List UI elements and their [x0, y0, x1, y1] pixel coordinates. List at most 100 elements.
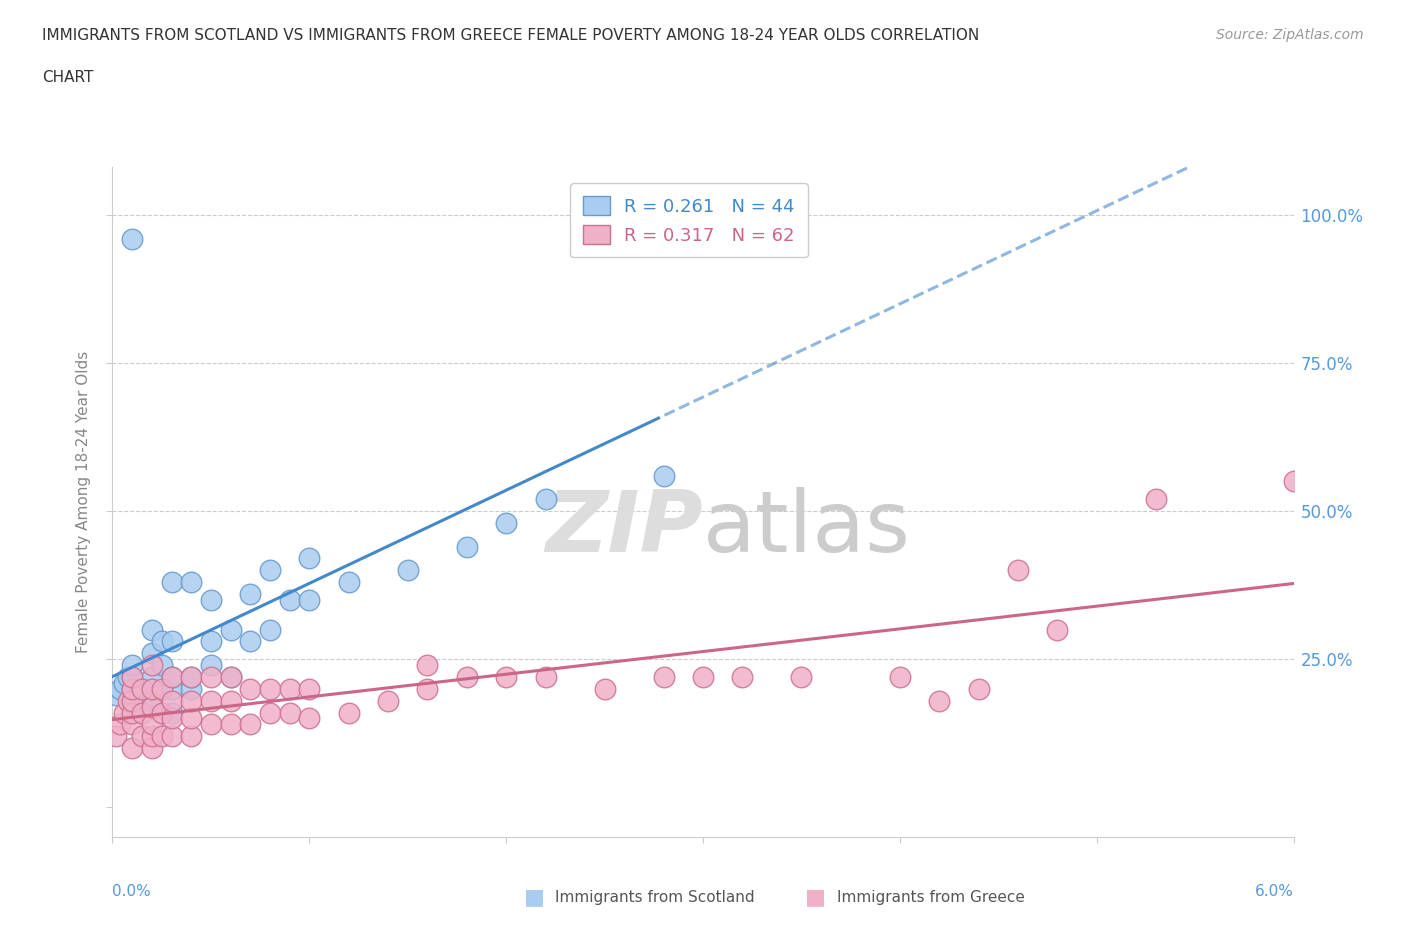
Point	[131, 693, 153, 708]
Point	[180, 693, 202, 708]
Point	[117, 670, 139, 684]
Point	[180, 729, 202, 744]
Point	[200, 658, 222, 672]
Point	[160, 711, 183, 726]
Point	[534, 492, 557, 507]
Point	[416, 682, 439, 697]
Point	[200, 592, 222, 607]
Point	[1144, 492, 1167, 507]
Point	[160, 634, 183, 649]
Point	[131, 705, 153, 720]
Point	[200, 634, 222, 649]
Point	[110, 717, 132, 732]
Point	[121, 670, 143, 684]
Point	[200, 693, 222, 708]
Point	[534, 670, 557, 684]
Point	[141, 670, 163, 684]
Point	[298, 592, 321, 607]
Point	[160, 670, 183, 684]
Point	[160, 705, 183, 720]
Point	[160, 575, 183, 590]
Text: ZIP: ZIP	[546, 487, 703, 570]
Point	[456, 539, 478, 554]
Point	[259, 563, 281, 578]
Point	[219, 693, 242, 708]
Point	[160, 729, 183, 744]
Point	[456, 670, 478, 684]
Point	[105, 687, 128, 702]
Point	[298, 711, 321, 726]
Point	[180, 575, 202, 590]
Point	[141, 622, 163, 637]
Point	[131, 729, 153, 744]
Text: CHART: CHART	[42, 70, 94, 85]
Point	[219, 670, 242, 684]
Point	[495, 670, 517, 684]
Text: Immigrants from Greece: Immigrants from Greece	[837, 890, 1025, 905]
Point	[150, 729, 173, 744]
Point	[121, 705, 143, 720]
Point	[150, 634, 173, 649]
Point	[150, 658, 173, 672]
Point	[121, 699, 143, 714]
Point	[141, 658, 163, 672]
Point	[278, 705, 301, 720]
Text: 0.0%: 0.0%	[112, 884, 152, 899]
Point	[337, 705, 360, 720]
Point	[141, 682, 163, 697]
Legend: R = 0.261   N = 44, R = 0.317   N = 62: R = 0.261 N = 44, R = 0.317 N = 62	[571, 183, 807, 258]
Text: 6.0%: 6.0%	[1254, 884, 1294, 899]
Point	[731, 670, 754, 684]
Point	[259, 705, 281, 720]
Point	[141, 740, 163, 755]
Point	[239, 717, 262, 732]
Point	[180, 670, 202, 684]
Point	[652, 231, 675, 246]
Point	[1282, 474, 1305, 489]
Point	[121, 231, 143, 246]
Point	[121, 670, 143, 684]
Point	[105, 729, 128, 744]
Point	[121, 658, 143, 672]
Text: ■: ■	[524, 887, 544, 908]
Point	[121, 682, 143, 697]
Point	[180, 670, 202, 684]
Point	[112, 705, 135, 720]
Text: Immigrants from Scotland: Immigrants from Scotland	[555, 890, 755, 905]
Point	[790, 670, 813, 684]
Y-axis label: Female Poverty Among 18-24 Year Olds: Female Poverty Among 18-24 Year Olds	[76, 352, 91, 654]
Point	[1007, 563, 1029, 578]
Point	[495, 515, 517, 530]
Point	[117, 693, 139, 708]
Point	[278, 592, 301, 607]
Point	[337, 575, 360, 590]
Point	[141, 693, 163, 708]
Point	[200, 670, 222, 684]
Point	[377, 693, 399, 708]
Point	[593, 682, 616, 697]
Point	[692, 670, 714, 684]
Point	[928, 693, 950, 708]
Point	[160, 670, 183, 684]
Point	[121, 693, 143, 708]
Point	[141, 699, 163, 714]
Point	[150, 705, 173, 720]
Point	[112, 675, 135, 690]
Point	[141, 645, 163, 660]
Point	[259, 622, 281, 637]
Point	[298, 682, 321, 697]
Point	[160, 682, 183, 697]
Point	[889, 670, 911, 684]
Point	[219, 717, 242, 732]
Point	[110, 682, 132, 697]
Point	[180, 711, 202, 726]
Point	[131, 682, 153, 697]
Point	[278, 682, 301, 697]
Point	[416, 658, 439, 672]
Point	[239, 587, 262, 602]
Point	[141, 717, 163, 732]
Point	[1046, 622, 1069, 637]
Point	[200, 717, 222, 732]
Point	[652, 670, 675, 684]
Text: atlas: atlas	[703, 487, 911, 570]
